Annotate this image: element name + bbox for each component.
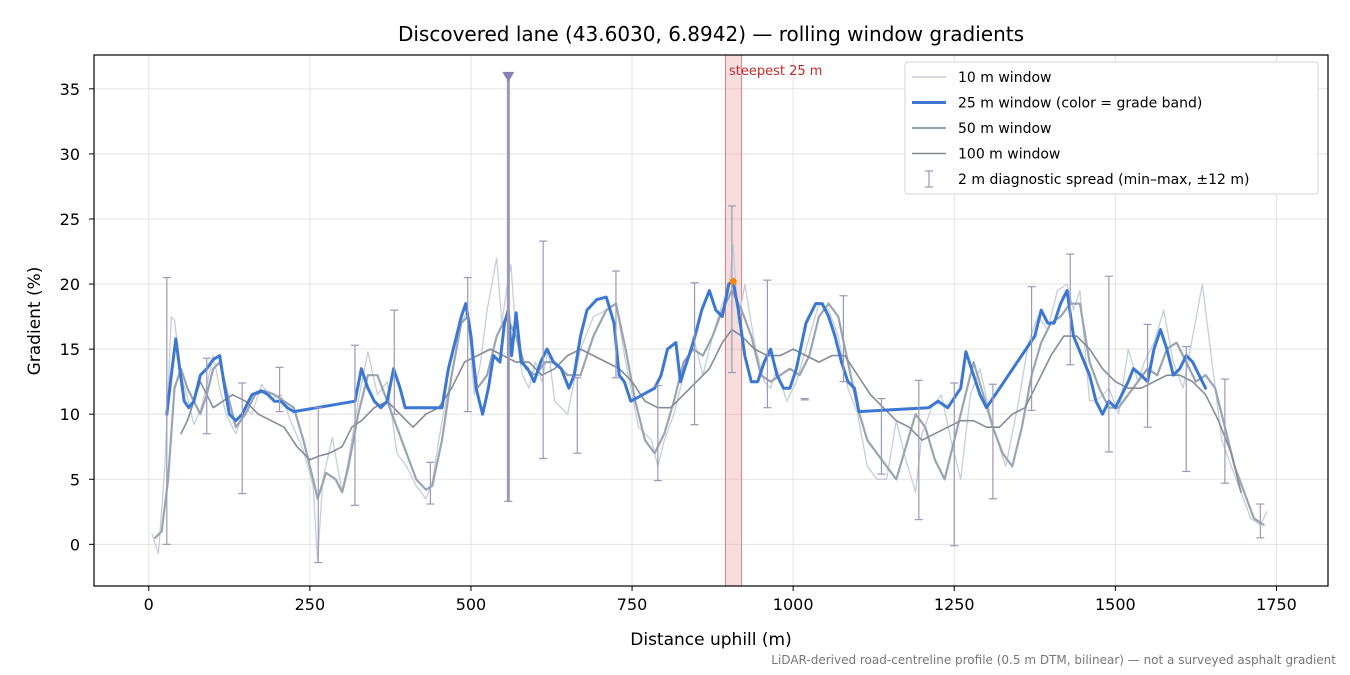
- series-lines: [151, 244, 1268, 562]
- x-tick-label: 1750: [1256, 595, 1297, 614]
- y-axis-label: Gradient (%): [25, 267, 45, 376]
- y-tick-label: 10: [60, 405, 80, 424]
- footnote: LiDAR-derived road-centreline profile (0…: [771, 653, 1336, 667]
- x-tick-label: 500: [456, 595, 487, 614]
- chart-title: Discovered lane (43.6030, 6.8942) — roll…: [398, 22, 1024, 46]
- legend-label: 100 m window: [958, 147, 1060, 163]
- x-tick-label: 1000: [773, 595, 814, 614]
- outlier-triangle-marker: [502, 71, 515, 82]
- legend-label: 25 m window (color = grade band): [958, 96, 1202, 112]
- x-axis-label: Distance uphill (m): [630, 630, 791, 650]
- series-line: [165, 280, 1208, 423]
- x-tick-label: 1250: [934, 595, 975, 614]
- legend-label: 10 m window: [958, 70, 1051, 86]
- steepest-annotation: steepest 25 m: [729, 64, 822, 79]
- x-tick-label: 0: [144, 595, 154, 614]
- y-tick-label: 20: [60, 275, 80, 294]
- peak-markers: [502, 71, 737, 285]
- y-tick-label: 0: [70, 535, 80, 554]
- legend-entries: 10 m window 25 m window (color = grade ba…: [912, 70, 1249, 188]
- axis-ticks: 0 250 500 750 1000 1250 1500 1750 0 5 10 15 20 25 30 35: [60, 80, 1297, 614]
- y-tick-label: 15: [60, 340, 80, 359]
- x-tick-label: 1500: [1095, 595, 1136, 614]
- legend-label: 2 m diagnostic spread (min–max, ±12 m): [958, 172, 1249, 188]
- legend: 10 m window 25 m window (color = grade ba…: [904, 61, 1319, 195]
- y-tick-label: 25: [60, 210, 80, 229]
- legend-box: [904, 61, 1319, 195]
- series-line: [180, 328, 1242, 494]
- legend-label: 50 m window: [958, 121, 1051, 137]
- x-tick-label: 250: [295, 595, 326, 614]
- y-tick-label: 35: [60, 80, 80, 99]
- plot-frame: [93, 54, 1329, 587]
- series-line: [151, 244, 1268, 562]
- y-tick-label: 30: [60, 145, 80, 164]
- diagnostic-spread-bars: [162, 75, 1265, 564]
- peak-gradient-marker: [729, 277, 737, 285]
- x-tick-label: 750: [617, 595, 648, 614]
- y-tick-label: 5: [70, 470, 80, 489]
